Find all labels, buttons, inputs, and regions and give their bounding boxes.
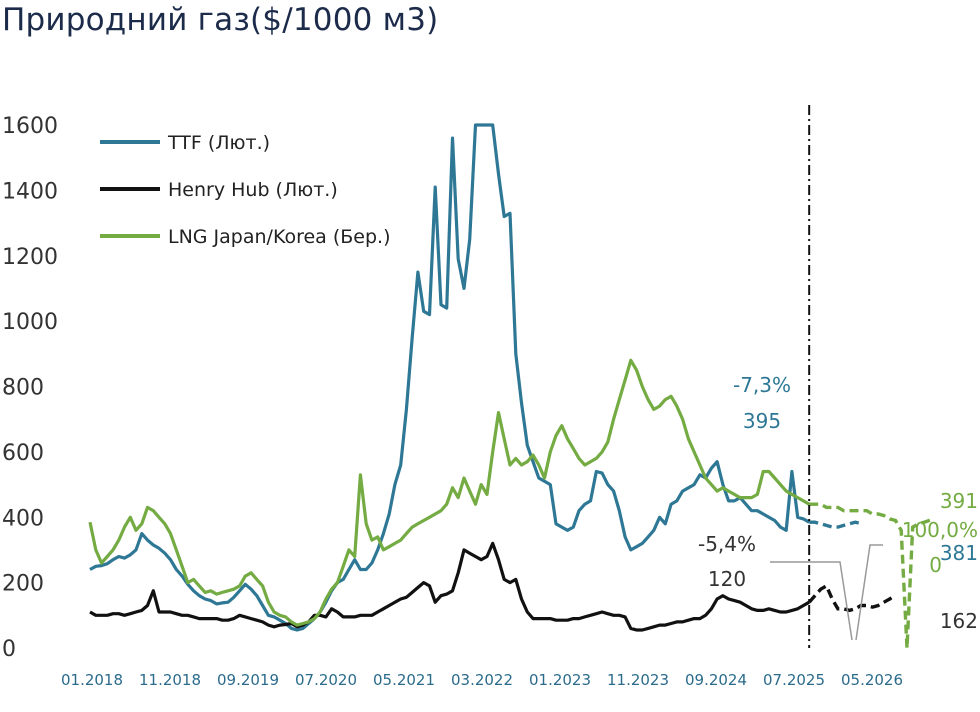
legend-entry: TTF (Лют.) [167, 132, 270, 154]
annotation-label: -7,3% [733, 373, 791, 397]
series-forecast-line-2 [809, 502, 931, 649]
series-forecast-line-0 [809, 520, 862, 529]
series-end-label: 391 [940, 489, 978, 513]
y-tick-label: 1400 [2, 179, 58, 204]
x-axis: 01.2018 11.2018 09.2019 07.2020 05.2021 03.20… [61, 671, 903, 689]
legend: TTF (Лют.) Henry Hub (Лют.) LNG Japan/Kore… [100, 132, 391, 248]
series-end-label: 162 [940, 609, 978, 633]
series-line-1 [89, 541, 810, 632]
x-tick-label: 11.2018 [139, 671, 201, 689]
y-tick-label: 400 [2, 506, 44, 531]
series-forecast-line-1 [807, 583, 897, 613]
x-tick-label: 11.2023 [607, 671, 669, 689]
x-tick-label: 07.2020 [295, 671, 357, 689]
annotation-label: 395 [743, 409, 781, 433]
series-layer [88, 123, 931, 649]
series-line-0 [89, 123, 810, 632]
y-tick-label: 1600 [2, 114, 58, 139]
series-line-2 [88, 358, 810, 627]
y-tick-label: 1200 [2, 245, 58, 270]
series-end-label: 381 [940, 541, 978, 565]
x-tick-label: 09.2019 [217, 671, 279, 689]
x-tick-label: 09.2024 [685, 671, 747, 689]
y-tick-label: 200 [2, 572, 44, 597]
x-tick-label: 05.2021 [373, 671, 435, 689]
y-tick-label: 0 [2, 637, 16, 662]
annotation-label: 120 [708, 567, 746, 591]
annotation-leader [770, 561, 853, 641]
annotation-label: 0 [929, 553, 942, 577]
x-tick-label: 03.2022 [451, 671, 513, 689]
x-tick-label: 05.2026 [841, 671, 903, 689]
y-tick-label: 1000 [2, 310, 58, 335]
y-axis: 0 200 400 600 800 1000 1200 1400 1600 [2, 114, 58, 662]
x-tick-label: 07.2025 [763, 671, 825, 689]
x-tick-label: 01.2023 [529, 671, 591, 689]
legend-entry: LNG Japan/Korea (Бер.) [168, 226, 391, 248]
legend-entry: Henry Hub (Лют.) [168, 179, 338, 201]
annotation-label: 100,0% [902, 518, 978, 542]
y-tick-label: 800 [2, 376, 44, 401]
annotation-label: -5,4% [698, 532, 756, 556]
x-tick-label: 01.2018 [61, 671, 123, 689]
y-tick-label: 600 [2, 441, 44, 466]
page-title: Природний газ($/1000 м3) [2, 2, 439, 38]
annotation-leader [855, 544, 883, 641]
